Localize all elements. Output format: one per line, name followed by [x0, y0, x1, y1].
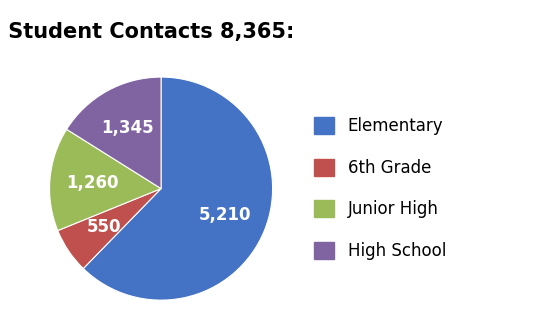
Wedge shape	[67, 77, 161, 189]
Text: 1,345: 1,345	[102, 119, 154, 137]
Title: Total Student Contacts 8,365:: Total Student Contacts 8,365:	[0, 22, 294, 42]
Text: 550: 550	[86, 218, 121, 236]
Legend: Elementary, 6th Grade, Junior High, High School: Elementary, 6th Grade, Junior High, High…	[314, 117, 446, 260]
Text: 5,210: 5,210	[199, 206, 251, 224]
Text: 1,260: 1,260	[66, 174, 118, 192]
Wedge shape	[58, 189, 161, 269]
Wedge shape	[50, 129, 161, 231]
Wedge shape	[84, 77, 272, 300]
